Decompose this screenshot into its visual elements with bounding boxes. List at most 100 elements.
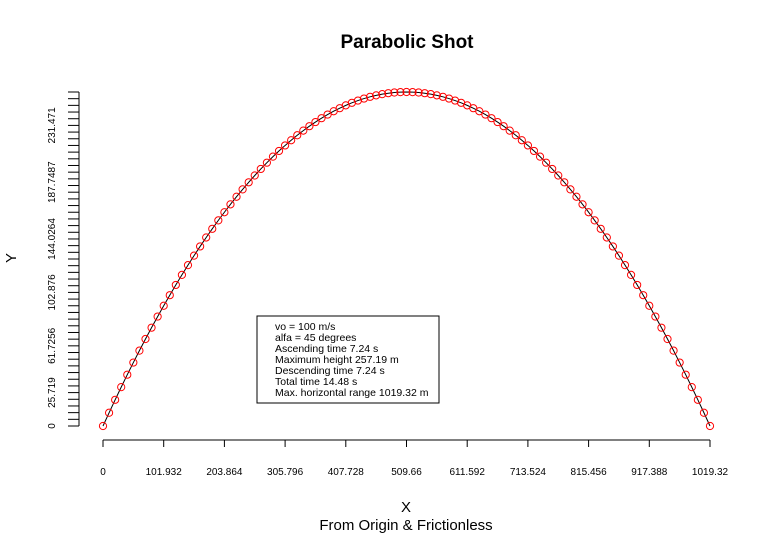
trajectory-point xyxy=(317,114,326,123)
trajectory-point xyxy=(487,114,496,123)
trajectory-point xyxy=(384,89,393,98)
trajectory-point xyxy=(505,126,514,135)
trajectory-point xyxy=(390,88,399,97)
trajectory-point xyxy=(147,323,156,332)
trajectory-point xyxy=(444,94,454,103)
trajectory-point xyxy=(177,270,187,279)
trajectory-point xyxy=(602,233,611,242)
y-tick-label: 102.876 xyxy=(47,274,58,311)
trajectory-point xyxy=(104,408,114,417)
trajectory-point xyxy=(560,178,569,187)
trajectory-points xyxy=(98,87,715,431)
trajectory-point xyxy=(226,200,235,209)
y-tick-label: 61.7256 xyxy=(47,327,58,364)
trajectory-point xyxy=(214,216,223,225)
trajectory-point xyxy=(554,171,563,180)
trajectory-point xyxy=(645,301,654,310)
trajectory-point xyxy=(639,291,648,300)
x-tick-label: 407.728 xyxy=(328,467,365,478)
trajectory-point xyxy=(153,312,162,321)
trajectory-point xyxy=(687,383,696,392)
trajectory-point xyxy=(378,90,387,99)
trajectory-point xyxy=(262,158,271,167)
trajectory-point xyxy=(438,92,448,101)
trajectory-point xyxy=(408,88,417,97)
trajectory-point xyxy=(620,261,630,270)
trajectory-point xyxy=(511,131,520,140)
trajectory-point xyxy=(196,242,205,251)
x-axis-label: X xyxy=(401,499,411,516)
trajectory-point xyxy=(608,242,617,251)
trajectory-point xyxy=(578,200,587,209)
x-tick-label: 713.524 xyxy=(510,467,547,478)
chart-title: Parabolic Shot xyxy=(340,32,474,53)
trajectory-point xyxy=(208,224,217,233)
trajectory-point xyxy=(274,146,284,156)
trajectory-point xyxy=(614,251,624,260)
trajectory-point xyxy=(626,270,636,279)
trajectory-point xyxy=(323,110,332,119)
trajectory-point xyxy=(426,90,435,99)
y-minor-ticks xyxy=(68,91,79,427)
trajectory-point xyxy=(293,131,302,140)
trajectory-point xyxy=(238,185,247,194)
trajectory-point xyxy=(141,334,150,344)
trajectory-point xyxy=(396,88,405,97)
x-tick-label: 815.456 xyxy=(571,467,608,478)
trajectory-point xyxy=(651,312,660,321)
legend: vo = 100 m/s alfa = 45 degrees Ascending… xyxy=(256,315,440,404)
trajectory-point xyxy=(268,152,278,161)
trajectory-point xyxy=(129,358,138,367)
trajectory-point xyxy=(633,280,642,290)
trajectory-point xyxy=(481,110,490,119)
y-axis-label: Y xyxy=(3,253,20,263)
x-tick-label: 203.864 xyxy=(206,467,243,478)
trajectory-point xyxy=(183,261,193,270)
trajectory-point xyxy=(365,92,375,101)
x-tick-label: 1019.32 xyxy=(692,467,729,478)
trajectory-point xyxy=(493,117,502,127)
trajectory-point xyxy=(657,323,666,332)
trajectory-point xyxy=(475,107,484,116)
trajectory-point xyxy=(499,122,508,131)
trajectory-point xyxy=(202,233,211,242)
x-tick-label: 0 xyxy=(100,467,106,478)
trajectory-point xyxy=(566,185,575,194)
trajectory-point xyxy=(669,346,678,355)
x-axis: 0 101.932 203.864 305.796 407.728 509.66 611.5… xyxy=(100,439,729,478)
x-tick-label: 305.796 xyxy=(267,467,304,478)
trajectory-point xyxy=(232,192,241,201)
y-tick-label: 187.7487 xyxy=(47,161,58,203)
trajectory-point xyxy=(402,87,411,97)
trajectory-point xyxy=(305,122,314,131)
trajectory-point xyxy=(287,136,296,145)
y-tick-labels: 0 25.719 61.7256 102.876 144.0264 187.7487 231… xyxy=(47,107,58,429)
trajectory-point xyxy=(189,251,199,260)
trajectory-point xyxy=(523,141,533,150)
trajectory-series xyxy=(98,87,715,431)
trajectory-point xyxy=(535,152,545,161)
trajectory-point xyxy=(675,358,684,367)
trajectory-point xyxy=(372,91,381,100)
trajectory-point xyxy=(681,370,690,379)
trajectory-point xyxy=(123,370,132,379)
trajectory-point xyxy=(165,291,174,300)
trajectory-point xyxy=(117,383,126,392)
trajectory-point xyxy=(699,408,709,417)
trajectory-point xyxy=(281,141,290,150)
x-tick-label: 611.592 xyxy=(449,467,485,478)
trajectory-point xyxy=(311,117,320,127)
trajectory-point xyxy=(250,171,259,180)
y-tick-label: 231.471 xyxy=(47,107,58,144)
trajectory-point xyxy=(244,178,253,187)
trajectory-point xyxy=(542,158,551,167)
x-tick-label: 509.66 xyxy=(391,467,422,478)
legend-box xyxy=(256,315,440,404)
trajectory-point xyxy=(159,301,168,310)
trajectory-point xyxy=(359,94,369,103)
trajectory-point xyxy=(693,395,702,404)
trajectory-point xyxy=(529,146,539,156)
trajectory-point xyxy=(705,421,715,431)
trajectory-point xyxy=(414,88,423,97)
